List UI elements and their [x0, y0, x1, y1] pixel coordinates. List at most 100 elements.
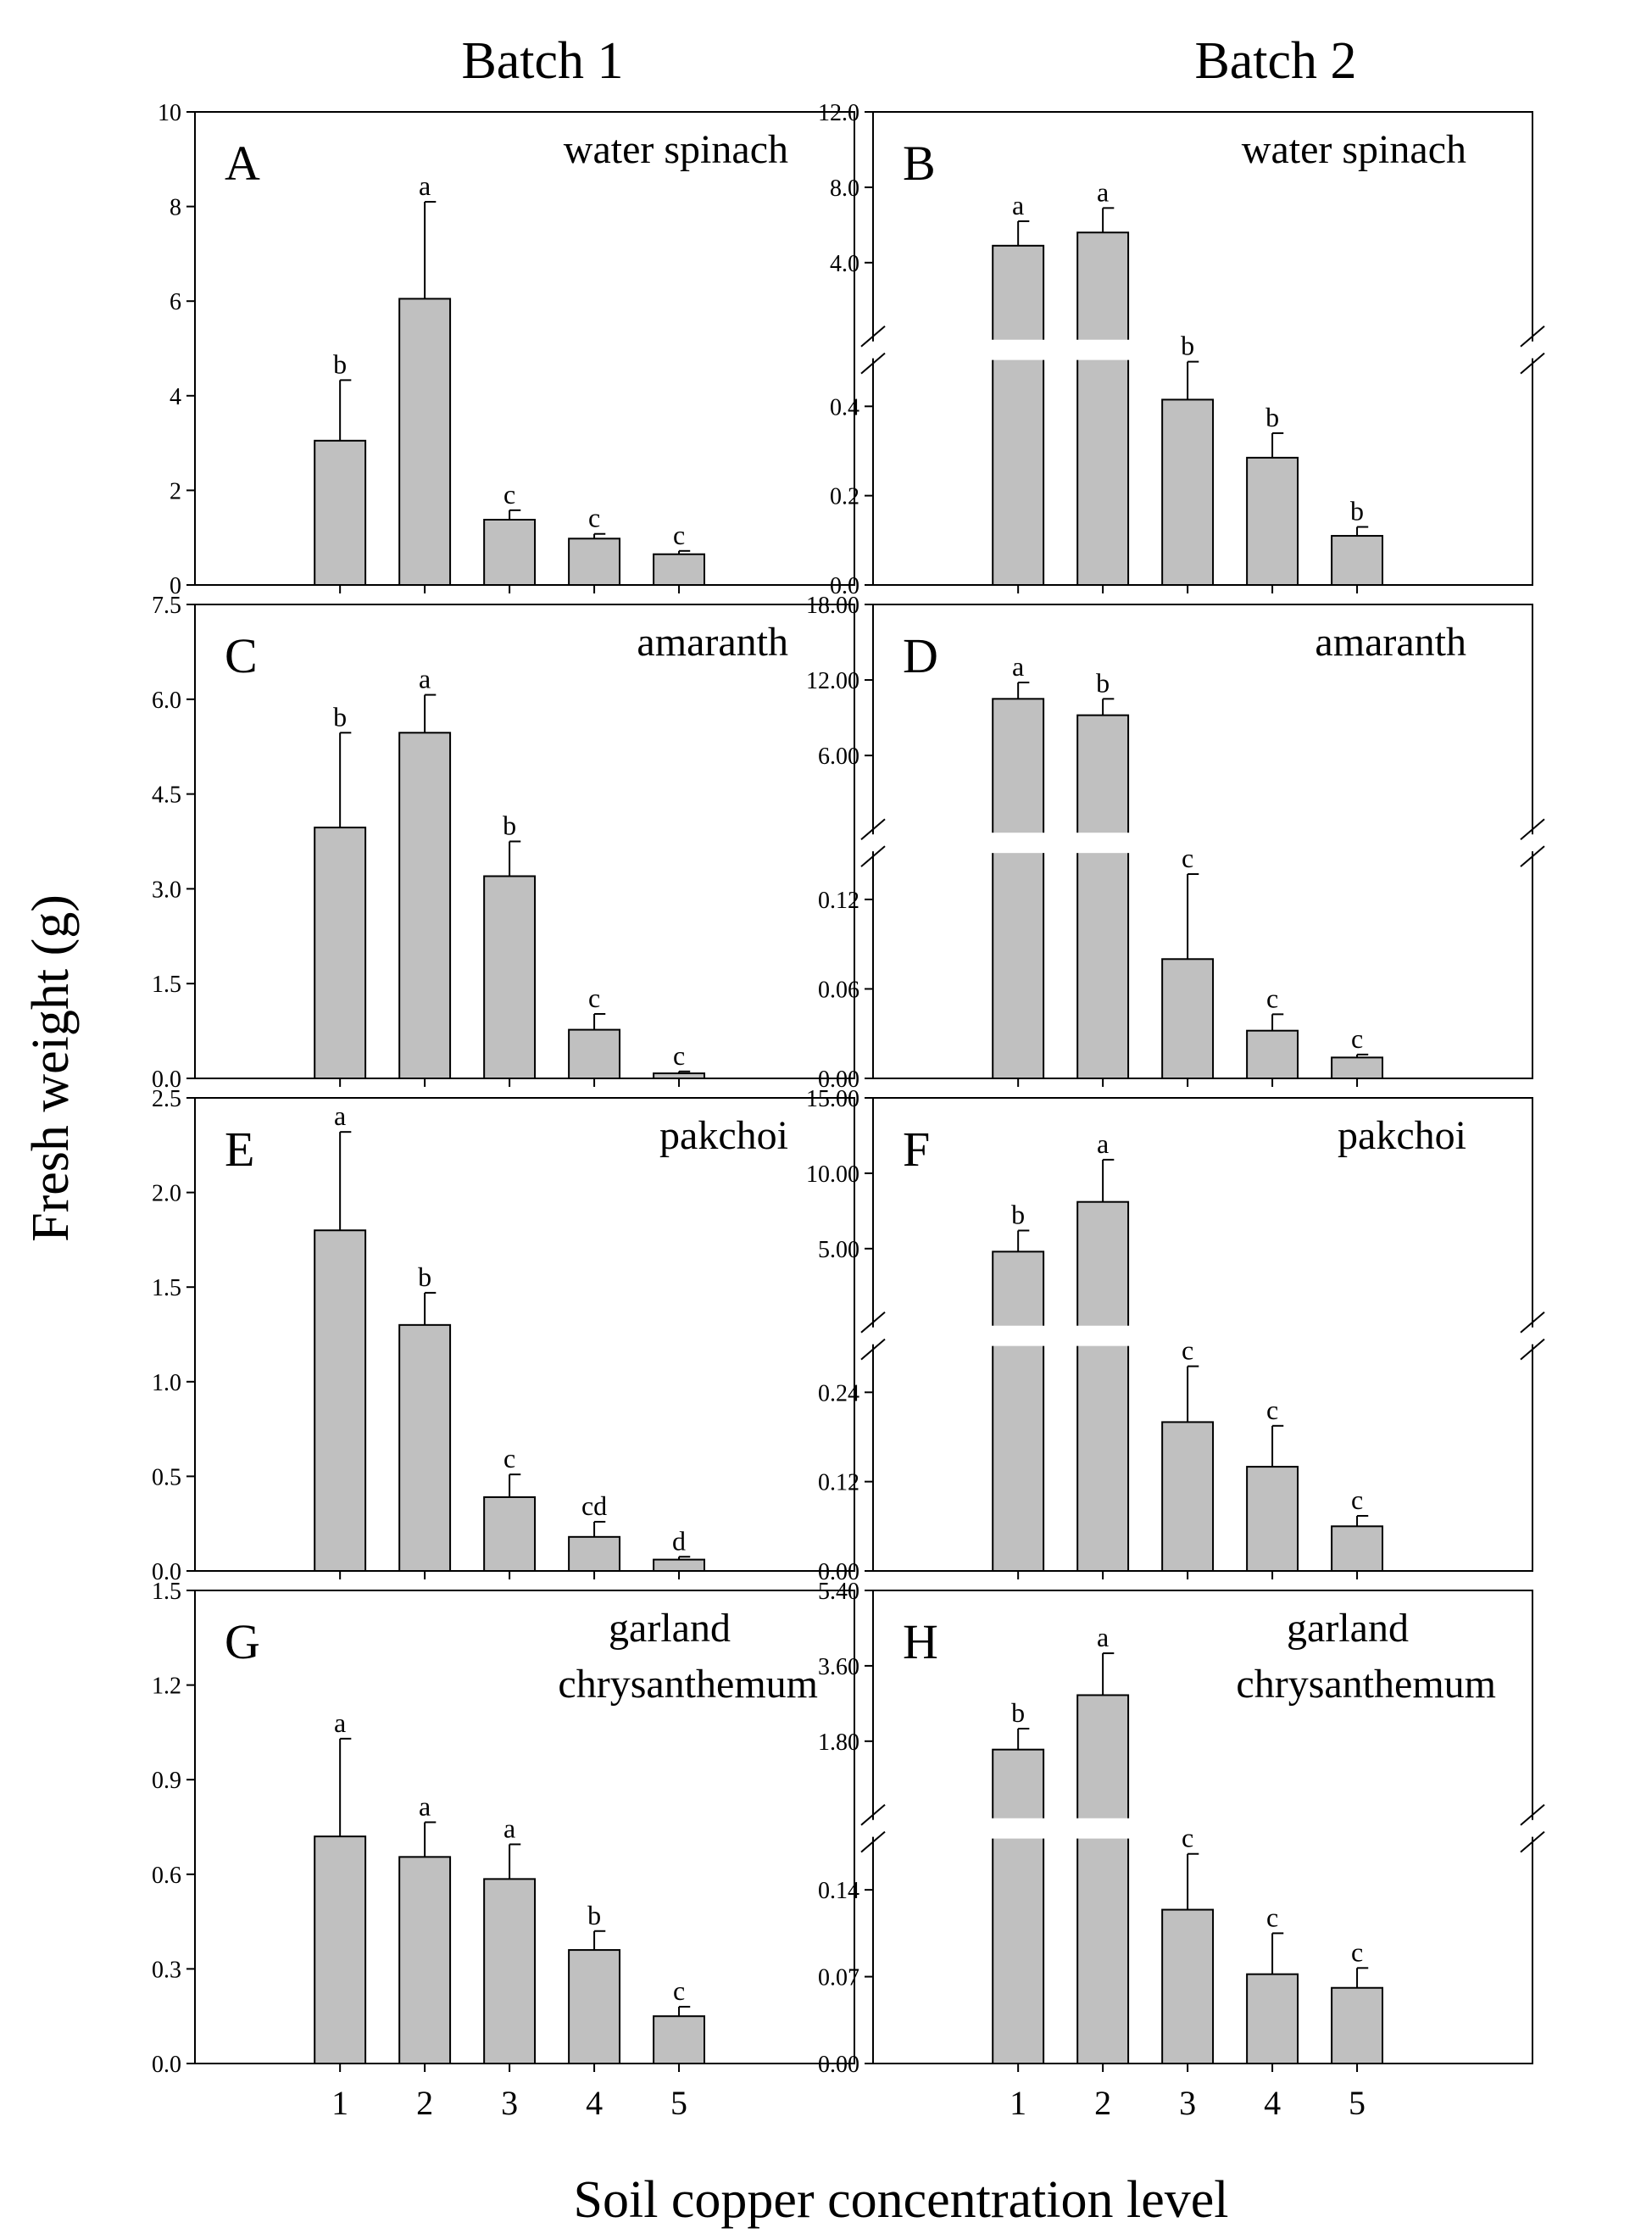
- panel-f-species-0: pakchoi: [1338, 1113, 1466, 1158]
- panel-h-ytick-label-upper_yticks-2: 5.40: [818, 1579, 859, 1605]
- panel-b-ytick-label-lower_yticks-2: 0.4: [830, 394, 859, 421]
- panel-b-break-mark-0-b: [860, 352, 886, 375]
- panel-g-letter-5: c: [673, 1975, 685, 2006]
- panel-e-bar-3: [483, 1495, 537, 1573]
- panel-f-ytick-label-lower_yticks-1: 0.12: [818, 1470, 859, 1496]
- panel-b-letter-3: b: [1181, 331, 1194, 361]
- panel-d-bar-break-2: [1076, 833, 1131, 854]
- panel-h-bar-break-1: [991, 1818, 1046, 1839]
- panel-d-bar-5: [1331, 1056, 1384, 1079]
- panel-f-letter-2: a: [1097, 1128, 1109, 1159]
- panel-g-letter-3: a: [503, 1813, 515, 1843]
- panel-h-letter-3: c: [1182, 1823, 1193, 1853]
- panel-h-letter-4: c: [1266, 1902, 1278, 1932]
- panel-g-ytick-label-yticks-1: 0.3: [152, 1957, 181, 1983]
- panel-h-xtick-label-3: 3: [1179, 2084, 1196, 2122]
- panel-a-letter-5: c: [673, 520, 685, 550]
- panel-b-bar-break-2: [1076, 339, 1131, 360]
- panel-h-ytick-label-upper_yticks-1: 3.60: [818, 1654, 859, 1680]
- panel-g-xtick-label-4: 4: [586, 2084, 603, 2122]
- panel-g-ytick-label-yticks-2: 0.6: [152, 1863, 181, 1889]
- panel-c-species-0: amaranth: [637, 620, 788, 665]
- panel-g-bar-1: [314, 1835, 367, 2064]
- panel-g-species-0: garland: [609, 1606, 731, 1651]
- panel-d-letter-5: c: [1351, 1023, 1363, 1054]
- panel-d-ytick-label-lower_yticks-1: 0.06: [818, 977, 859, 1003]
- panel-f-letter-1: b: [1011, 1199, 1025, 1229]
- panel-e-ytick-label-yticks-4: 2.0: [152, 1181, 181, 1207]
- panel-c-ytick-label-yticks-5: 7.5: [152, 593, 181, 619]
- panel-d-bar-break-1: [991, 833, 1046, 854]
- panel-a-ytick-label-yticks-2: 4: [170, 384, 181, 410]
- panel-h-bar-4: [1246, 1973, 1299, 2065]
- panel-f-bar-4: [1246, 1466, 1299, 1572]
- panel-c-bar-5: [653, 1072, 706, 1080]
- panel-b-bar-5: [1331, 535, 1384, 586]
- panel-e-letter-5: d: [672, 1525, 686, 1556]
- panel-c-letter-5: c: [673, 1040, 685, 1071]
- panel-e-ytick-label-yticks-5: 2.5: [152, 1086, 181, 1112]
- panel-a-letter-3: c: [503, 479, 515, 510]
- panel-a-ytick-label-yticks-0: 0: [170, 573, 181, 599]
- panel-b-bar-1: [992, 244, 1045, 586]
- panel-g-species-1: chrysanthemum: [558, 1662, 818, 1707]
- panel-f-letter-3: c: [1182, 1335, 1193, 1366]
- panel-a-frame: [194, 111, 855, 586]
- panel-f-break-mark-1-b: [1520, 1338, 1545, 1361]
- panel-d-break-gap-left: [871, 834, 876, 852]
- panel-e-letter-1: a: [334, 1100, 346, 1131]
- panel-g-ytick-label-yticks-5: 1.5: [152, 1579, 181, 1605]
- panel-g-letter-2: a: [419, 1791, 431, 1821]
- panel-c-letter-1: b: [333, 701, 347, 732]
- panel-f-bar-1: [992, 1250, 1045, 1572]
- panel-b-letter-1: a: [1012, 190, 1024, 220]
- panel-b-bar-4: [1246, 456, 1299, 586]
- panel-f-bar-2: [1076, 1200, 1130, 1572]
- panel-h-bar-2: [1076, 1694, 1130, 2064]
- panel-e-ytick-label-yticks-0: 0.0: [152, 1559, 181, 1585]
- panel-g-ytick-label-yticks-3: 0.9: [152, 1768, 181, 1794]
- panel-b-letter-2: a: [1097, 176, 1109, 207]
- panel-e-bar-5: [653, 1558, 706, 1573]
- panel-e-bar-2: [398, 1323, 452, 1572]
- panel-b-ytick-label-lower_yticks-1: 0.2: [830, 484, 859, 510]
- panel-e-bar-1: [314, 1229, 367, 1572]
- panel-g-xtick-label-5: 5: [670, 2084, 687, 2122]
- panel-b-ytick-label-lower_yticks-0: 0.0: [830, 573, 859, 599]
- panel-g-xtick-label-3: 3: [501, 2084, 518, 2122]
- batch-2-title: Batch 2: [1194, 32, 1356, 90]
- panel-a-letter-2: a: [419, 170, 431, 201]
- panel-d-bar-1: [992, 698, 1045, 1079]
- panel-c-bar-2: [398, 732, 452, 1079]
- panel-d-break-gap-right: [1530, 834, 1534, 852]
- panel-a-ytick-label-yticks-4: 8: [170, 195, 181, 221]
- panel-e-letter-3: c: [503, 1443, 515, 1473]
- panel-h-letter-5: c: [1351, 1936, 1363, 1967]
- panel-h-break-mark-1-b: [1520, 1830, 1545, 1853]
- panel-d-break-mark-0-b: [860, 845, 886, 867]
- panel-g-letter-1: a: [334, 1707, 346, 1738]
- panel-f-bar-break-1: [991, 1325, 1046, 1346]
- panel-c-bar-3: [483, 875, 537, 1079]
- panel-d-ytick-label-upper_yticks-0: 6.00: [818, 744, 859, 770]
- panel-a-letter-4: c: [588, 503, 600, 533]
- panel-c-letter-4: c: [588, 983, 600, 1013]
- batch-1-title: Batch 1: [461, 32, 623, 90]
- panel-b-bar-break-1: [991, 339, 1046, 360]
- panel-h-break-mark-0-a: [860, 1803, 886, 1826]
- panel-c-letter-2: a: [419, 664, 431, 694]
- panel-d-species-0: amaranth: [1315, 620, 1466, 665]
- panel-d-letter-1: a: [1012, 651, 1024, 682]
- panel-f-break-mark-1-a: [1520, 1311, 1545, 1334]
- panel-a-bar-2: [398, 298, 452, 586]
- panel-c-letter: C: [225, 628, 258, 683]
- panel-h-species-0: garland: [1287, 1606, 1409, 1651]
- panel-g-xtick-label-2: 2: [416, 2084, 433, 2122]
- panel-g-bar-2: [398, 1856, 452, 2065]
- panel-h-bar-1: [992, 1748, 1045, 2064]
- panel-d-bar-3: [1161, 958, 1215, 1079]
